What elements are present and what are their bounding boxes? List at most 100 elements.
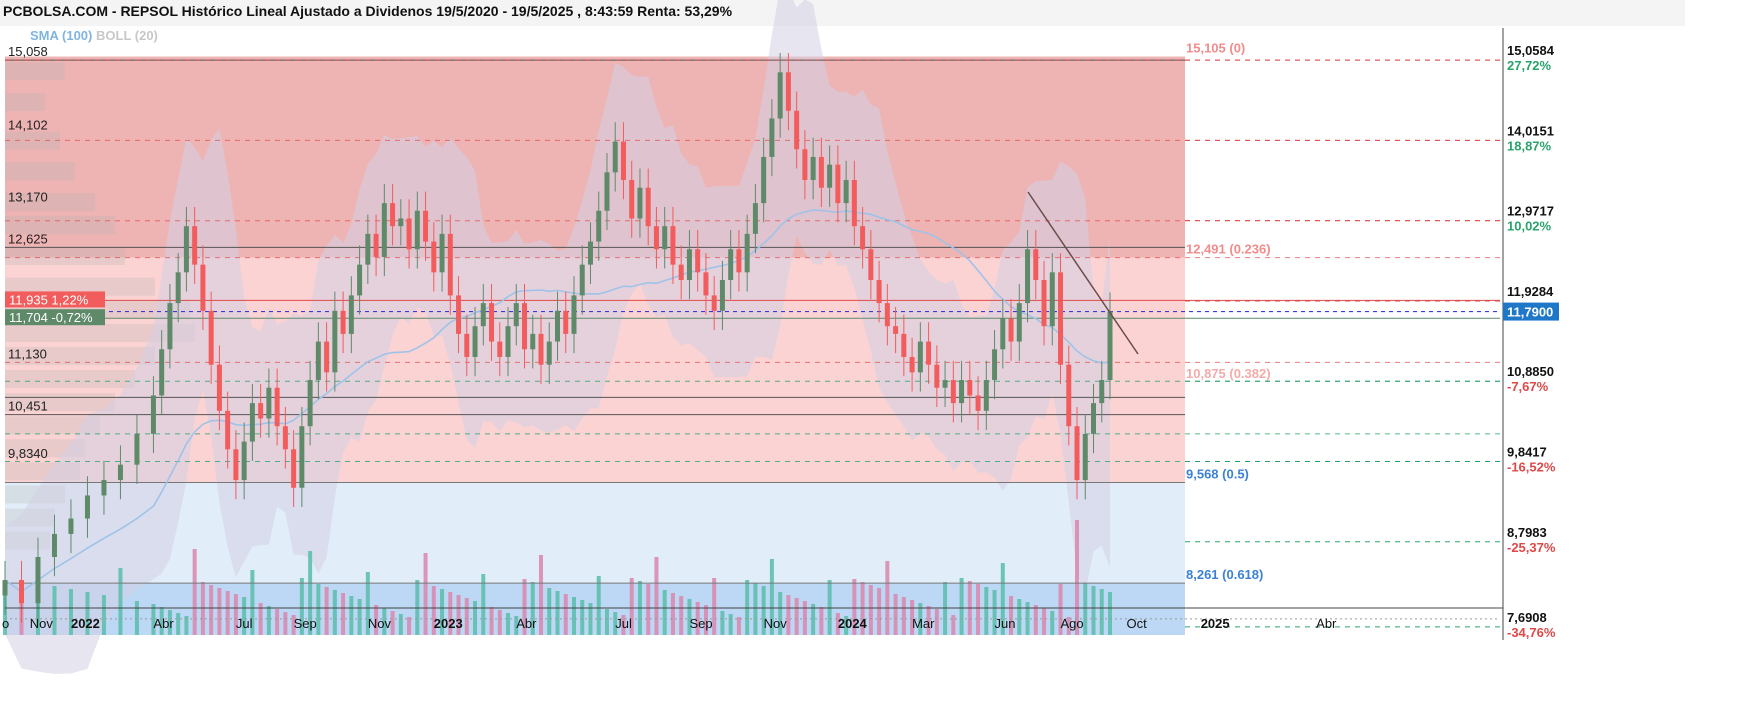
left-level-label: 12,625 [8, 231, 48, 246]
time-axis-label: 2025 [1201, 616, 1230, 631]
candle-body [711, 295, 717, 311]
volume-bar [382, 608, 387, 635]
fib-label: 15,105 (0) [1186, 41, 1245, 56]
candle-body [159, 349, 165, 396]
volume-bar [52, 586, 57, 635]
legend-boll[interactable]: BOLL (20) [96, 28, 158, 43]
volume-bar [423, 553, 428, 635]
volume-bar [563, 594, 568, 635]
volume-bar [1017, 599, 1022, 635]
volume-bar [357, 599, 362, 635]
time-axis-label: Nov [764, 616, 788, 631]
candle-body [406, 218, 412, 250]
time-axis-label: Ago [1061, 616, 1084, 631]
candle-body [200, 264, 206, 311]
right-price-label: 7,6908 [1507, 610, 1547, 625]
volume-bar [299, 578, 304, 635]
candle-body [1049, 272, 1055, 327]
volume-bar [481, 574, 486, 635]
volume-bar [497, 610, 502, 635]
legend-sma[interactable]: SMA (100) [30, 28, 93, 43]
candle-body [909, 356, 915, 373]
candle-body [876, 280, 882, 304]
candle-body [678, 264, 684, 281]
volume-bar [951, 615, 956, 635]
left-level-label: 15,058 [8, 44, 48, 59]
candle-body [117, 464, 123, 481]
right-pct-label: -34,76% [1507, 625, 1556, 640]
volume-bar [365, 572, 370, 635]
current-price-tag [1503, 302, 1559, 321]
candle-body [1066, 364, 1072, 427]
candle-body [728, 249, 734, 281]
candle-body [348, 295, 354, 334]
volume-bar [934, 609, 939, 635]
candle-body [373, 233, 379, 257]
volume-profile-bar [5, 93, 45, 112]
candle-body [167, 303, 173, 350]
left-level-label: 13,170 [8, 189, 48, 204]
candle-body [489, 303, 495, 342]
candle-body [1074, 426, 1080, 481]
volume-bar [68, 589, 73, 635]
candle-body [818, 156, 824, 188]
volume-bar [440, 589, 445, 635]
volume-bar [101, 595, 106, 635]
candle-body [827, 164, 833, 188]
volume-bar [1009, 596, 1014, 635]
candle-body [917, 341, 923, 373]
candle-body [513, 303, 519, 327]
candle-body [381, 203, 387, 257]
candle-body [266, 387, 272, 419]
right-pct-label: 10,02% [1507, 219, 1552, 234]
volume-profile-bar [5, 62, 65, 81]
candle-body [414, 210, 420, 250]
candle-body [975, 395, 981, 411]
fib-label: 12,491 (0.236) [1186, 242, 1271, 257]
volume-bar [802, 601, 807, 635]
volume-bar [1091, 586, 1096, 635]
candle-body [249, 403, 255, 442]
candle-body [51, 533, 57, 557]
candle-body [1033, 249, 1039, 281]
candle-body [555, 310, 560, 342]
candle-body [101, 480, 107, 496]
candle-body [777, 72, 783, 119]
trendline [1027, 191, 1139, 355]
candle-body [835, 164, 841, 204]
volume-bar [324, 587, 329, 635]
volume-bar [761, 586, 766, 635]
candle-body [959, 380, 965, 404]
right-pct-label: -25,37% [1507, 540, 1556, 555]
volume-bar [522, 579, 527, 635]
volume-bar [332, 590, 337, 635]
candle-body [934, 364, 940, 388]
volume-bar [720, 611, 725, 635]
candle-body [365, 233, 371, 265]
right-pct-label: -16,52% [1507, 459, 1556, 474]
candle-body [150, 395, 156, 434]
candle-body [893, 326, 899, 334]
volume-bar [547, 588, 552, 635]
volume-bar [1075, 520, 1080, 635]
candle-body [662, 226, 668, 250]
candle-body [1099, 380, 1105, 404]
time-axis-label: Oct [1126, 616, 1147, 631]
candle-body [761, 156, 767, 204]
level-lines [5, 59, 1500, 628]
candle-body [926, 341, 932, 365]
volume-bar [679, 596, 684, 635]
candle-body [538, 333, 544, 365]
candle-body [637, 187, 643, 219]
down-trendline [1027, 191, 1139, 355]
candle-body [1082, 433, 1088, 481]
candle-body [983, 380, 989, 411]
volume-bar [1025, 602, 1030, 635]
candles [2, 53, 1113, 623]
candle-body [942, 380, 948, 388]
time-axis-label: Sep [294, 616, 317, 631]
volume-bar [736, 617, 741, 635]
volume-bar [250, 570, 255, 635]
